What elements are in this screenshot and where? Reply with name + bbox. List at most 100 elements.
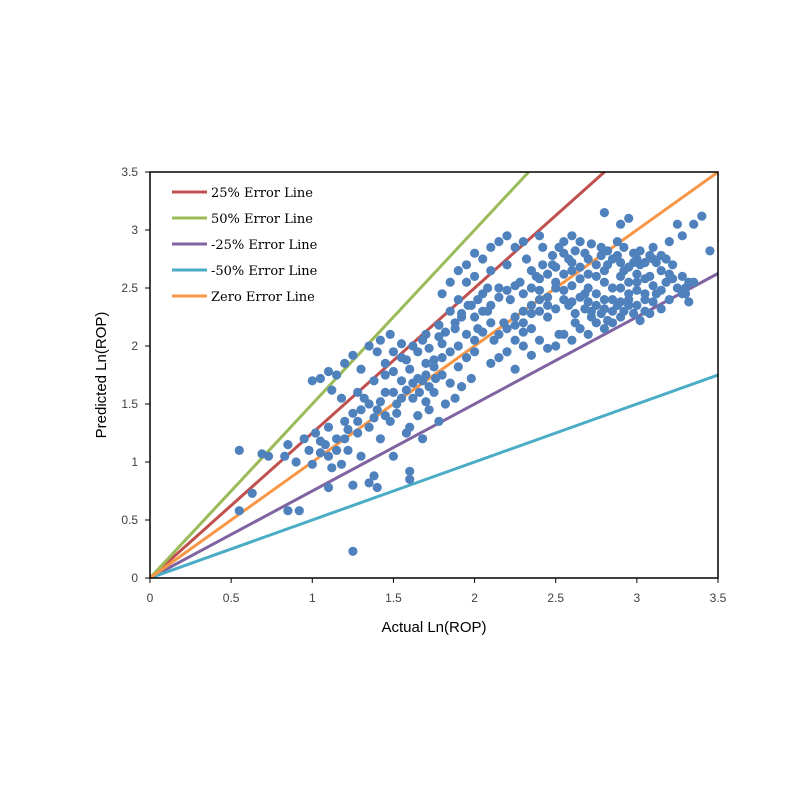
y-tick-label: 0.5: [121, 513, 138, 527]
data-point: [353, 416, 363, 426]
data-point: [340, 358, 350, 368]
data-point: [632, 285, 642, 295]
data-point: [534, 306, 545, 316]
data-point: [453, 295, 463, 305]
x-axis-title: Actual Ln(ROP): [381, 619, 486, 636]
data-point: [283, 506, 293, 516]
data-point: [567, 266, 577, 276]
data-point: [651, 257, 661, 268]
data-point: [705, 246, 715, 256]
data-point: [526, 283, 537, 293]
data-point: [483, 283, 493, 293]
x-tick-label: 3: [634, 591, 641, 605]
data-point: [336, 393, 347, 403]
data-point: [635, 315, 645, 326]
data-point: [564, 254, 574, 264]
data-point: [353, 387, 363, 397]
data-point: [518, 341, 528, 351]
data-point: [461, 329, 472, 339]
data-point: [648, 297, 658, 307]
data-point: [534, 335, 545, 345]
y-tick-label: 1.5: [121, 397, 138, 411]
data-point: [632, 269, 642, 279]
data-point: [486, 266, 496, 276]
data-point: [385, 329, 395, 339]
data-point: [624, 277, 634, 287]
data-point: [294, 506, 304, 516]
data-point: [567, 281, 577, 291]
data-point: [434, 332, 444, 342]
y-axis-ticks: 0 0.5 1 1.5 2 2.5 3 3.5: [121, 165, 150, 585]
data-point: [624, 289, 634, 299]
data-point: [619, 242, 629, 252]
data-point: [440, 327, 450, 337]
data-point: [570, 246, 580, 256]
data-point: [502, 231, 512, 241]
data-point: [401, 385, 411, 395]
data-point: [502, 260, 512, 270]
data-point: [575, 274, 585, 284]
data-point: [559, 329, 569, 339]
data-point: [677, 271, 687, 281]
data-point: [543, 312, 553, 322]
data-point: [518, 237, 528, 247]
data-point: [247, 488, 257, 498]
data-point: [534, 231, 545, 241]
x-tick-label: 2: [471, 591, 478, 605]
data-point: [396, 353, 407, 363]
data-point: [434, 320, 444, 330]
data-point: [494, 292, 504, 302]
data-point: [369, 413, 379, 423]
data-point: [486, 300, 496, 310]
data-point: [486, 318, 496, 328]
data-point: [599, 277, 610, 287]
data-point: [323, 482, 334, 493]
data-point: [607, 283, 618, 293]
data-point: [356, 451, 366, 461]
y-axis-title: Predicted Ln(ROP): [93, 312, 110, 439]
data-point: [697, 211, 707, 221]
data-point: [672, 219, 683, 229]
data-point: [414, 387, 424, 397]
data-point: [668, 260, 678, 270]
data-point: [457, 308, 467, 319]
x-tick-label: 0.5: [223, 591, 240, 605]
y-tick-label: 3: [131, 223, 138, 237]
data-point: [684, 297, 694, 307]
data-point: [343, 424, 353, 435]
data-point: [510, 335, 520, 345]
data-point: [599, 266, 610, 276]
data-point: [640, 274, 650, 284]
data-point: [580, 248, 590, 258]
data-points: [234, 208, 715, 556]
data-point: [405, 364, 415, 374]
data-point: [327, 463, 337, 473]
data-point: [612, 300, 623, 310]
data-point: [418, 434, 428, 444]
data-point: [424, 382, 434, 392]
data-point: [445, 306, 455, 316]
data-point: [624, 213, 634, 223]
data-point: [283, 440, 293, 450]
data-point: [526, 350, 537, 360]
y-tick-label: 0: [131, 571, 138, 585]
error-line-1: [150, 172, 606, 578]
data-point: [629, 257, 639, 268]
data-point: [612, 237, 623, 247]
data-point: [591, 300, 601, 310]
data-point: [470, 248, 480, 258]
data-point: [599, 324, 610, 334]
data-point: [543, 343, 553, 353]
data-point: [502, 347, 512, 357]
data-point: [434, 416, 444, 426]
data-point: [304, 445, 314, 455]
data-point: [478, 327, 488, 337]
data-point: [518, 306, 528, 316]
data-point: [494, 329, 504, 339]
data-point: [388, 347, 398, 357]
x-tick-label: 1: [309, 591, 316, 605]
data-point: [583, 269, 593, 279]
data-point: [473, 295, 483, 305]
data-point: [453, 362, 463, 372]
data-point: [502, 324, 512, 334]
